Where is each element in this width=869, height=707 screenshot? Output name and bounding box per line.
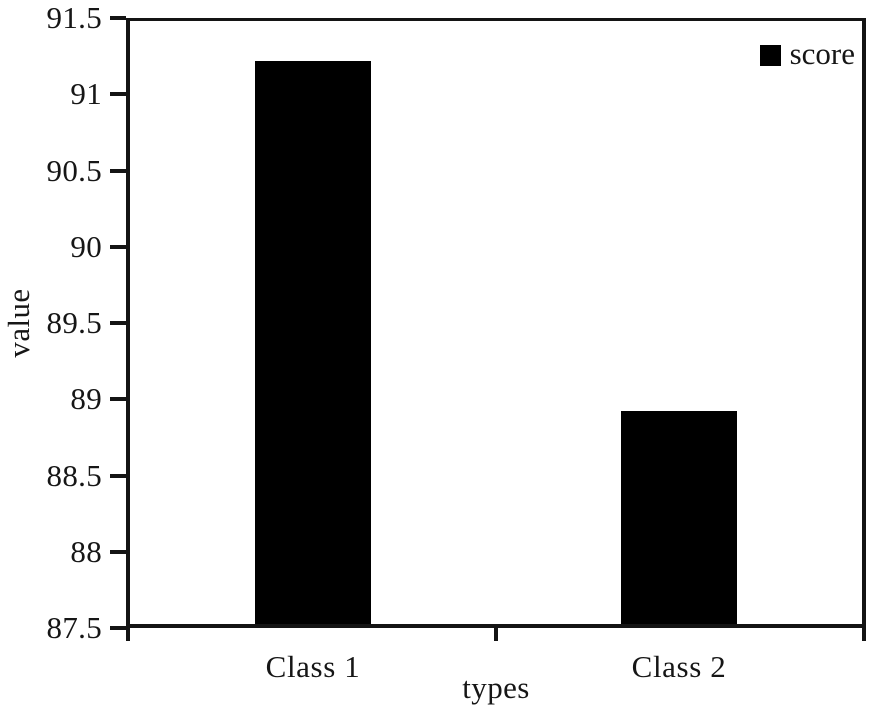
legend-swatch-score: [759, 44, 781, 66]
y-tick-mark: [110, 16, 126, 20]
legend-label-score: score: [789, 36, 855, 71]
bar-class-2: [621, 410, 737, 624]
y-tick-mark: [110, 321, 126, 325]
legend: score: [759, 36, 855, 71]
x-tick-mark: [862, 628, 866, 641]
y-tick-label-87.5: 87.5: [46, 610, 102, 645]
x-tick-mark: [494, 628, 498, 641]
y-tick-mark: [110, 549, 126, 554]
y-tick-mark: [110, 397, 126, 402]
y-tick-label-88.5: 88.5: [46, 457, 102, 493]
y-tick-label-89: 89: [70, 381, 102, 417]
y-tick-mark: [110, 473, 126, 478]
bar-class-1: [255, 60, 371, 624]
y-tick-label-91.5: 91.5: [46, 0, 102, 35]
y-tick-mark: [110, 92, 126, 97]
y-tick-label-90: 90: [70, 228, 102, 264]
plot-area: score: [126, 18, 866, 628]
x-axis-title: types: [462, 670, 530, 705]
y-tick-mark: [110, 168, 126, 173]
y-tick-mark: [110, 626, 126, 630]
x-tick-mark: [126, 628, 130, 641]
y-tick-label-90.5: 90.5: [46, 152, 102, 188]
y-tick-label-88: 88: [70, 533, 102, 569]
y-tick-mark: [110, 244, 126, 249]
x-tick-label-class-1: Class 1: [265, 649, 361, 684]
y-tick-label-89.5: 89.5: [46, 305, 102, 340]
x-tick-label-class-2: Class 2: [631, 649, 727, 684]
y-tick-label-91: 91: [70, 76, 102, 112]
